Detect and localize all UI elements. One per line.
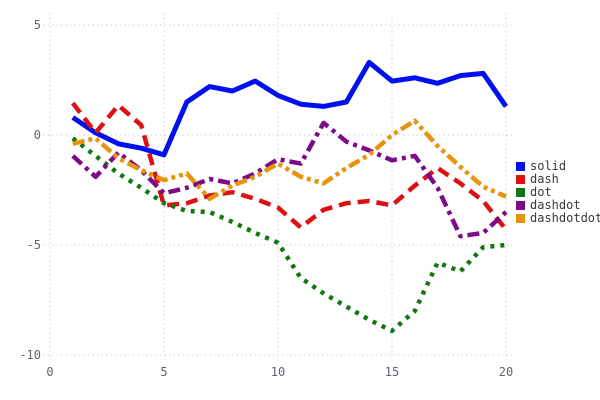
legend-swatch-dashdot [516, 201, 525, 210]
y-tick-label: -10 [19, 348, 41, 362]
legend-label-dash: dash [530, 172, 559, 186]
grid-lines [43, 13, 512, 360]
x-tick-label: 5 [160, 365, 167, 379]
x-tick-label: 0 [46, 365, 53, 379]
series-line-dash [71, 101, 508, 232]
series-line-dashdot [71, 120, 508, 239]
y-tick-label: 0 [34, 128, 41, 142]
legend-label-dot: dot [530, 185, 552, 199]
legend-label-solid: solid [530, 159, 567, 173]
y-tick-label: -5 [27, 238, 41, 252]
legend-item-dot: dot [516, 186, 600, 199]
data-series-lines [71, 59, 509, 334]
x-tick-label: 15 [385, 365, 399, 379]
legend-item-dashdotdot: dashdotdot [516, 212, 600, 225]
legend-swatch-dash [516, 175, 525, 184]
legend: solid dash dot dashdot dashdotdot [516, 160, 600, 225]
legend-item-dashdot: dashdot [516, 199, 600, 212]
axis-tick-labels: 5 0 -5 -10 0 5 10 15 20 [19, 18, 513, 379]
legend-label-dashdot: dashdot [530, 198, 581, 212]
legend-swatch-dashdotdot [516, 214, 525, 223]
series-line-dashdotdot [72, 118, 507, 202]
legend-swatch-dot [516, 188, 525, 197]
legend-item-solid: solid [516, 160, 600, 173]
legend-label-dashdotdot: dashdotdot [530, 211, 600, 225]
series-line-solid [71, 59, 509, 158]
legend-swatch-solid [516, 162, 525, 171]
legend-item-dash: dash [516, 173, 600, 186]
x-tick-label: 10 [271, 365, 285, 379]
x-tick-label: 20 [499, 365, 513, 379]
y-tick-label: 5 [34, 18, 41, 32]
